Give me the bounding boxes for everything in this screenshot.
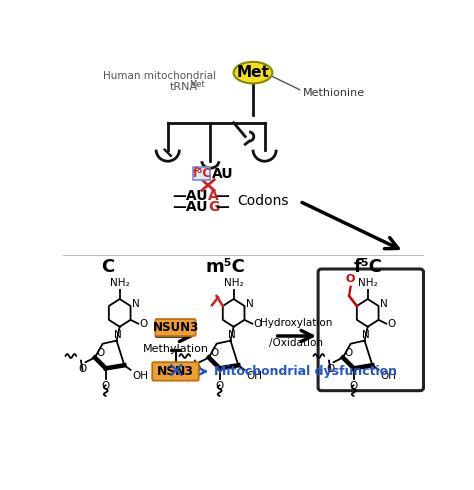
Text: OH: OH — [246, 371, 262, 381]
Text: O: O — [346, 273, 356, 284]
Text: f⁵C: f⁵C — [192, 167, 211, 180]
Text: O: O — [210, 348, 219, 358]
Text: O: O — [140, 319, 148, 329]
Text: N: N — [228, 330, 236, 340]
Text: O: O — [101, 381, 110, 391]
Text: N: N — [362, 330, 370, 340]
Text: —: — — [215, 199, 229, 214]
Text: A: A — [208, 189, 219, 203]
Text: Human mitochondrial: Human mitochondrial — [103, 71, 217, 81]
Text: O: O — [350, 381, 358, 391]
Text: O: O — [96, 348, 104, 358]
Text: Methylation: Methylation — [143, 344, 209, 354]
Text: N3: N3 — [175, 365, 194, 378]
Text: N: N — [246, 299, 254, 309]
Text: Hydroxylation: Hydroxylation — [260, 318, 333, 328]
Text: NS: NS — [156, 365, 176, 378]
Text: N: N — [114, 330, 122, 340]
Text: O: O — [388, 319, 396, 329]
Text: m⁵C: m⁵C — [206, 258, 246, 276]
Text: O: O — [327, 364, 335, 374]
Text: —AU: —AU — [173, 199, 208, 214]
Ellipse shape — [234, 62, 273, 83]
Text: N: N — [132, 299, 140, 309]
Text: C: C — [100, 258, 114, 276]
Text: —AU: —AU — [173, 189, 208, 203]
Text: —: — — [215, 189, 229, 203]
Text: O: O — [254, 319, 262, 329]
Text: NH₂: NH₂ — [110, 278, 129, 288]
Text: O: O — [216, 381, 224, 391]
Text: ✕: ✕ — [166, 362, 185, 381]
Text: NSUN3: NSUN3 — [152, 321, 199, 334]
Text: Met: Met — [189, 80, 204, 89]
FancyBboxPatch shape — [193, 168, 210, 180]
Text: O: O — [192, 364, 201, 374]
Text: O: O — [344, 348, 353, 358]
Text: O: O — [78, 364, 87, 374]
FancyBboxPatch shape — [155, 319, 196, 336]
Text: tRNA: tRNA — [169, 81, 198, 92]
FancyBboxPatch shape — [318, 269, 423, 391]
Text: Codons: Codons — [237, 194, 289, 208]
Text: /Oxidation: /Oxidation — [269, 338, 323, 347]
Text: Methionine: Methionine — [303, 88, 365, 98]
Text: NH₂: NH₂ — [358, 278, 377, 288]
Text: NH₂: NH₂ — [224, 278, 244, 288]
Text: Met: Met — [237, 65, 269, 80]
Text: G: G — [208, 199, 219, 214]
FancyBboxPatch shape — [152, 362, 199, 381]
Text: N: N — [380, 299, 388, 309]
Text: f⁵C: f⁵C — [353, 258, 382, 276]
Text: Mitochondrial dysfunction: Mitochondrial dysfunction — [214, 365, 397, 378]
Text: OH: OH — [132, 371, 148, 381]
Text: OH: OH — [380, 371, 396, 381]
Text: AU: AU — [212, 167, 234, 180]
